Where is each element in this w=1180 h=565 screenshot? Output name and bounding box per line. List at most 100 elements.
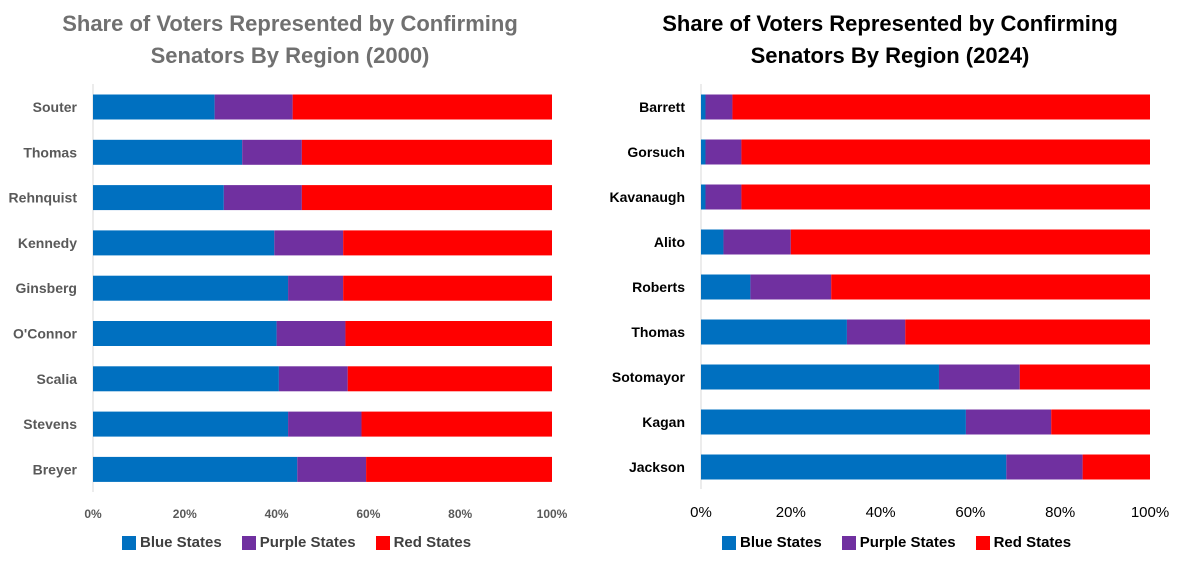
bar-segment-purple bbox=[705, 139, 742, 165]
category-label: Jackson bbox=[629, 459, 685, 475]
bar-segment-blue bbox=[701, 409, 966, 435]
legend-label: Purple States bbox=[259, 534, 356, 551]
bar-segment-purple bbox=[297, 456, 367, 482]
bar-segment-red bbox=[292, 94, 552, 120]
category-label: Breyer bbox=[33, 461, 78, 477]
chart-title: Share of Voters Represented by Confirmin… bbox=[62, 11, 518, 68]
bar-segment-blue bbox=[701, 139, 706, 165]
x-tick-label: 0% bbox=[690, 504, 712, 521]
bar-segment-red bbox=[366, 456, 552, 482]
bar-segment-purple bbox=[723, 229, 791, 255]
bar-segment-purple bbox=[214, 94, 293, 120]
bar-segment-purple bbox=[288, 411, 362, 437]
legend-swatch-red bbox=[375, 535, 390, 550]
category-label: Kavanaugh bbox=[610, 189, 685, 205]
bar-segment-red bbox=[741, 184, 1150, 210]
category-label: Barrett bbox=[639, 99, 685, 115]
bar-segment-red bbox=[790, 229, 1150, 255]
bar-segment-blue bbox=[701, 94, 706, 120]
category-label: Stevens bbox=[23, 416, 77, 432]
bar-segment-red bbox=[1082, 454, 1150, 480]
bar-segment-red bbox=[1051, 409, 1150, 435]
bar-segment-purple bbox=[223, 185, 302, 211]
bar-segment-blue bbox=[93, 411, 289, 437]
category-label: Sotomayor bbox=[612, 369, 686, 385]
legend: Blue States Purple States Red States bbox=[122, 534, 471, 551]
bar-segment-purple bbox=[965, 409, 1052, 435]
bar-segment-purple bbox=[750, 274, 832, 300]
bar-segment-blue bbox=[93, 321, 277, 346]
category-label: O'Connor bbox=[13, 326, 78, 342]
x-tick-label: 100% bbox=[1131, 504, 1169, 521]
legend-label: Purple States bbox=[859, 534, 956, 551]
bar-segment-purple bbox=[705, 94, 733, 120]
legend-item-purple: Purple States bbox=[241, 534, 356, 551]
bar-segment-red bbox=[301, 139, 552, 165]
legend: Blue States Purple States Red States bbox=[722, 534, 1071, 551]
bar-segment-red bbox=[345, 321, 552, 346]
chart-plot-area: Barrett Gorsuch Kavanaugh Alito Roberts Thoma… bbox=[610, 84, 1169, 521]
legend-swatch-blue bbox=[722, 535, 736, 550]
legend-item-purple: Purple States bbox=[841, 534, 956, 551]
bar-segment-red bbox=[301, 185, 552, 211]
bar-segment-red bbox=[905, 319, 1150, 345]
legend-label: Red States bbox=[993, 534, 1072, 551]
bar-segment-red bbox=[343, 275, 552, 301]
category-label: Kennedy bbox=[18, 235, 77, 251]
bar-segment-blue bbox=[701, 274, 751, 300]
bar-segment-purple bbox=[242, 139, 302, 165]
bar-segment-purple bbox=[276, 321, 346, 346]
bar-segment-red bbox=[347, 366, 552, 392]
bar-segment-blue bbox=[701, 184, 706, 210]
chart-plot-area: Souter Thomas Rehnquist Kennedy Ginsberg O'Co… bbox=[9, 84, 568, 521]
x-tick-label: 60% bbox=[356, 507, 380, 521]
x-tick-label: 0% bbox=[84, 507, 102, 521]
x-tick-label: 20% bbox=[173, 507, 197, 521]
bar-segment-purple bbox=[846, 319, 906, 345]
legend-item-blue: Blue States bbox=[122, 534, 222, 551]
legend-item-blue: Blue States bbox=[722, 534, 822, 551]
x-tick-label: 100% bbox=[537, 507, 568, 521]
bar-segment-red bbox=[361, 411, 552, 437]
legend-label: Blue States bbox=[740, 534, 822, 551]
bar-segment-red bbox=[741, 139, 1150, 165]
x-tick-label: 40% bbox=[866, 504, 896, 521]
category-label: Rehnquist bbox=[9, 190, 78, 206]
bar-segment-blue bbox=[93, 456, 298, 482]
category-label: Thomas bbox=[631, 324, 685, 340]
chart-title: Share of Voters Represented by Confirmin… bbox=[662, 11, 1118, 68]
bar-segment-red bbox=[831, 274, 1150, 300]
x-tick-label: 80% bbox=[1045, 504, 1075, 521]
bar-segment-purple bbox=[288, 275, 344, 301]
bar-segment-purple bbox=[705, 184, 742, 210]
bar-segment-purple bbox=[1006, 454, 1083, 480]
category-label: Souter bbox=[33, 99, 78, 115]
category-label: Scalia bbox=[37, 371, 78, 387]
category-label: Gorsuch bbox=[627, 144, 685, 160]
chart-2000: Share of Voters Represented by Confirmin… bbox=[0, 0, 580, 565]
bar-segment-blue bbox=[93, 94, 215, 120]
legend-swatch-purple bbox=[241, 535, 256, 550]
bar-segment-red bbox=[343, 230, 552, 256]
bar-segment-purple bbox=[278, 366, 348, 392]
bar-segment-blue bbox=[701, 229, 724, 255]
legend-label: Red States bbox=[393, 534, 472, 551]
bar-segment-purple bbox=[274, 230, 344, 256]
category-label: Roberts bbox=[632, 279, 685, 295]
bar-segment-blue bbox=[93, 185, 224, 211]
chart-2024: Share of Voters Represented by Confirmin… bbox=[590, 0, 1180, 565]
bar-segment-blue bbox=[93, 366, 279, 392]
bar-segment-red bbox=[1019, 364, 1150, 390]
legend-label: Blue States bbox=[140, 534, 222, 551]
category-label: Alito bbox=[654, 234, 685, 250]
bar-segment-purple bbox=[938, 364, 1020, 390]
bar-segment-blue bbox=[701, 319, 847, 345]
x-tick-label: 60% bbox=[955, 504, 985, 521]
x-tick-label: 20% bbox=[776, 504, 806, 521]
x-tick-label: 40% bbox=[265, 507, 289, 521]
bar-segment-blue bbox=[93, 139, 243, 165]
x-tick-label: 80% bbox=[448, 507, 472, 521]
bar-segment-blue bbox=[93, 230, 275, 256]
bar-segment-blue bbox=[701, 454, 1007, 480]
bar-segment-blue bbox=[93, 275, 289, 301]
